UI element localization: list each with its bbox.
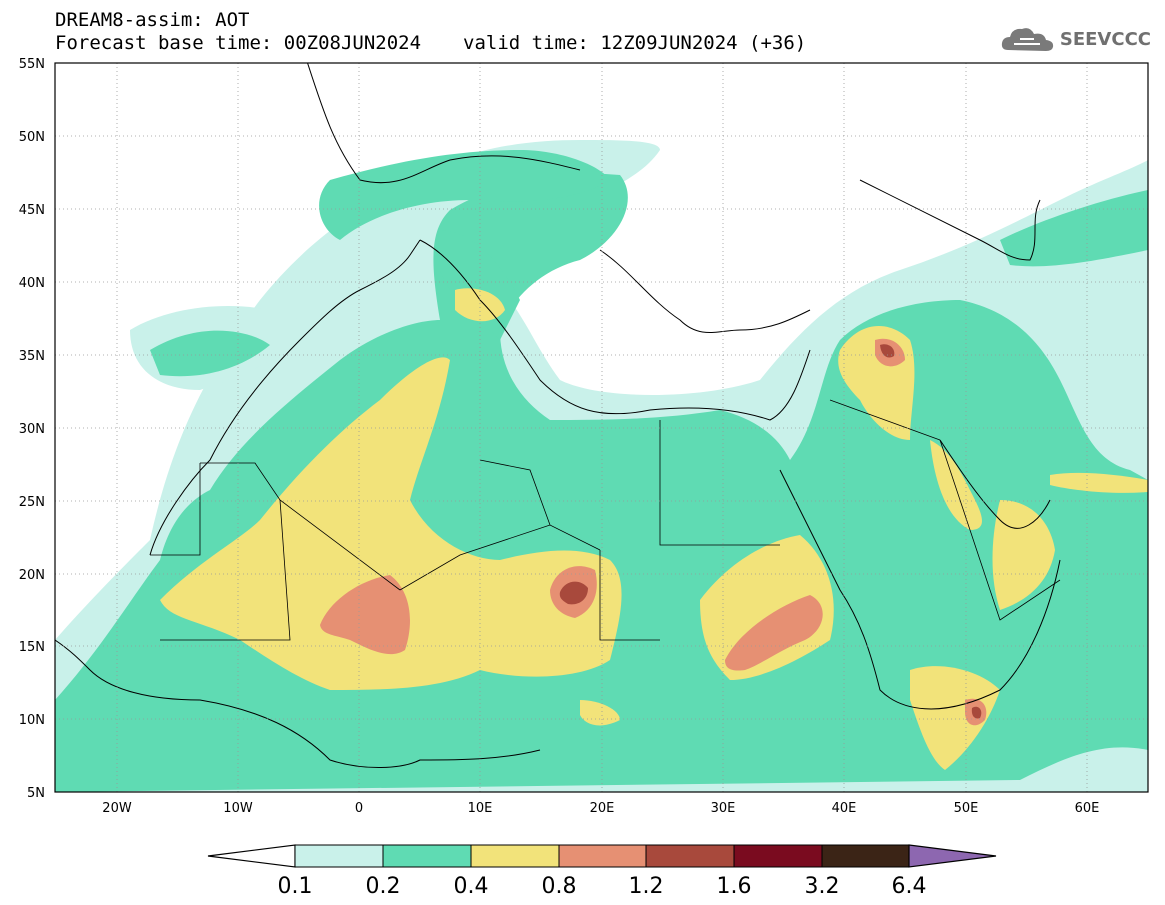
lat-label: 55N <box>19 57 45 72</box>
lat-label: 5N <box>27 786 45 801</box>
coastlines <box>55 63 1061 768</box>
colorbar-label: 1.6 <box>717 874 752 899</box>
lat-label: 50N <box>19 130 45 145</box>
lat-label: 40N <box>19 276 45 291</box>
colorbar-label: 0.4 <box>454 874 489 899</box>
colorbar-label: 0.2 <box>366 874 401 899</box>
lat-label: 10N <box>19 713 45 728</box>
colorbar-label: 0.1 <box>278 874 313 899</box>
colorbar-over-arrow <box>908 844 997 868</box>
cloud-logo-icon <box>1001 28 1053 51</box>
longitude-labels: 20W 10W 0 10E 20E 30E 40E 50E 60E <box>102 801 1099 816</box>
aot-band-0-4 <box>160 288 1148 770</box>
colorbar-label: 0.8 <box>542 874 577 899</box>
colorbar-box <box>733 844 823 868</box>
colorbar-box <box>294 844 384 868</box>
lon-label: 10W <box>223 801 253 816</box>
map-grid <box>55 63 1148 792</box>
colorbar-box <box>821 844 910 868</box>
colorbar-label: 6.4 <box>892 874 927 899</box>
colorbar: 0.1 0.2 0.4 0.8 1.2 1.6 3.2 6.4 <box>207 844 997 899</box>
lat-label: 15N <box>19 640 45 655</box>
valid-time: valid time: 12Z09JUN2024 (+36) <box>463 32 807 54</box>
lon-label: 20W <box>102 801 132 816</box>
forecast-base-time: Forecast base time: 00Z08JUN2024 <box>55 32 422 54</box>
lon-label: 40E <box>832 801 857 816</box>
seevccc-logo: SEEVCCC <box>1000 24 1151 54</box>
lat-label: 35N <box>19 349 45 364</box>
map-title: DREAM8-assim: AOT <box>55 9 250 31</box>
lat-label: 30N <box>19 422 45 437</box>
lon-label: 50E <box>954 801 979 816</box>
colorbar-label: 3.2 <box>805 874 840 899</box>
map-subtitle: Forecast base time: 00Z08JUN2024 valid ti… <box>55 33 806 53</box>
lat-label: 25N <box>19 495 45 510</box>
country-borders <box>150 399 1061 641</box>
colorbar-label: 1.2 <box>629 874 664 899</box>
lon-label: 0 <box>355 801 363 816</box>
colorbar-under-arrow <box>207 844 296 868</box>
lon-label: 10E <box>468 801 493 816</box>
lon-label: 20E <box>590 801 615 816</box>
lat-label: 20N <box>19 568 45 583</box>
lon-label: 30E <box>711 801 736 816</box>
latitude-labels: 55N 50N 45N 40N 35N 30N 25N 20N 15N 10N … <box>19 57 45 801</box>
colorbar-box <box>645 844 735 868</box>
lon-label: 60E <box>1075 801 1100 816</box>
colorbar-box <box>558 844 647 868</box>
lat-label: 45N <box>19 203 45 218</box>
aot-band-1-2 <box>559 344 982 719</box>
colorbar-box <box>382 844 472 868</box>
plot-frame <box>54 62 1149 793</box>
colorbar-box <box>470 844 560 868</box>
logo-text: SEEVCCC <box>1059 28 1151 50</box>
aot-field <box>55 140 1148 792</box>
